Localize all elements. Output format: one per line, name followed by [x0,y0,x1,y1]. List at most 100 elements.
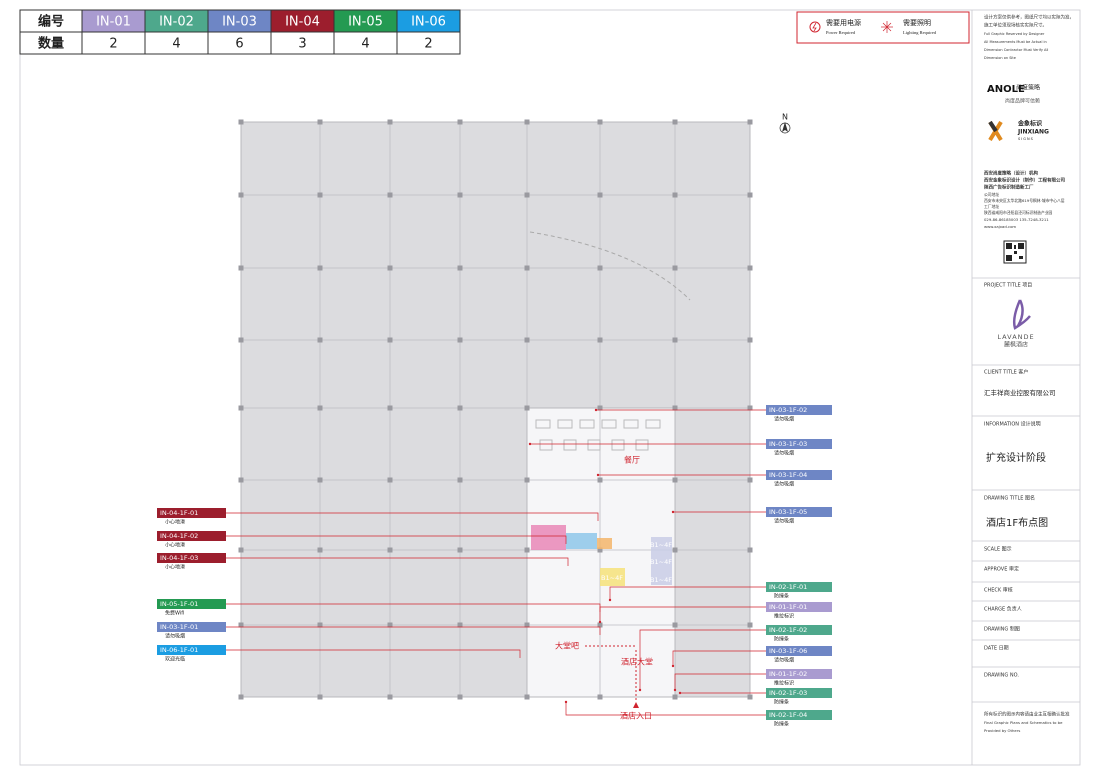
leader-dot [671,664,675,668]
column [672,405,678,411]
leader-line [226,626,601,635]
address: 工厂地址 [984,204,999,209]
column [238,477,244,483]
callout-label: 防撞条 [774,593,789,600]
project-logo: LAVANDE [997,333,1034,341]
column [387,192,393,198]
column [457,265,463,271]
field-label: CLIENT TITLE 客户 [984,369,1028,376]
column [524,477,530,483]
column [524,119,530,125]
count: 6 [235,37,243,52]
project-logo-mark [1012,299,1031,330]
logo1-slogan: 尚度品牌可信赖 [1005,98,1040,105]
note-en: Full Graphic Reserved by Designer [984,32,1045,36]
callout-code: IN-03-1F-01 [160,623,198,631]
leader-dot [638,688,642,692]
callout-label: 请勿吸烟 [774,450,794,457]
callout-label: 请勿吸烟 [774,481,794,488]
count: 2 [424,37,432,52]
column [672,265,678,271]
callout-label: 请勿吸烟 [774,518,794,525]
leader-dot [671,510,675,514]
note-zh: 施工单位须现场核实实际尺寸。 [984,22,1047,29]
title-block: 设计方案仅供参考，图纸尺寸均以实际为准， 施工单位须现场核实实际尺寸。 Full… [972,14,1080,733]
north-label: N [782,113,788,122]
table-furniture [563,439,577,451]
column [524,337,530,343]
lighting-icon [881,21,893,33]
callout-box [157,599,226,609]
power-bolt [812,22,817,32]
table-furniture [623,419,639,429]
callout-code: IN-03-1F-03 [769,440,807,448]
column [747,405,753,411]
power-zh: 需要用电源 [826,18,861,27]
callout-label: 防撞条 [774,699,789,706]
callout-code: IN-05-1F-01 [160,600,198,608]
column [317,192,323,198]
lighting-zh: 需要照明 [903,19,931,27]
address: www.xajxad.com [984,224,1016,229]
callout-box [157,508,226,518]
callout-label: 请勿吸烟 [165,633,185,640]
column [597,547,603,553]
callout-box [157,622,226,632]
callout-code: IN-01-1F-02 [769,670,807,678]
column [672,547,678,553]
entrance-arrow [633,702,639,708]
callout-label: 小心地滑 [165,542,185,549]
callout-box [766,688,832,698]
column [457,405,463,411]
address: 西安市未央区太华北路619号枫林·城市中心八层 [984,198,1065,203]
column [597,477,603,483]
column [387,622,393,628]
callout-box [157,645,226,655]
callout-code: IN-03-1F-06 [769,647,807,655]
address: 029-86-86185003 135-7248-3211 [984,217,1049,222]
room-label: 酒店入口 [620,711,652,721]
callout-code: IN-04-1F-03 [160,554,198,562]
column [238,547,244,553]
north-arrow: N [779,113,791,134]
address: 陕西省咸阳市泾阳县泾河标识制造产业园 [984,210,1053,215]
footer: 所有标识的图示内容请由业主互相确认批准 [984,711,1070,718]
note-en: Dimension on Site [984,56,1016,60]
column [238,265,244,271]
room-fill [531,525,566,550]
leader-dot [608,598,612,602]
callout-label: 请勿吸烟 [774,657,794,664]
logo1-zh: 尚度策略 [1016,84,1040,92]
callout-code: IN-03-1F-05 [769,508,807,516]
callout-label: 小心地滑 [165,564,185,571]
callout-code: IN-04-1F-02 [160,532,198,540]
field-label: CHARGE 负责人 [984,606,1022,613]
column [524,405,530,411]
callout-code: IN-02-1F-03 [769,689,807,697]
room-fill [597,538,612,549]
callout-box [766,405,832,415]
leader-dot [596,473,600,477]
callout-code: IN-02-1F-02 [769,626,807,634]
signoff-fields: SCALE 图示 APPROVE 审定 CHECK 审核 CHARGE 负责人 DRAW… [972,540,1080,679]
callout-label: 推拉标识 [774,680,794,687]
company: 西安尚度策略（设计）机构 [984,170,1038,177]
callout-label: 欢迎光临 [165,656,185,663]
callout-code: IN-04-1F-01 [160,509,198,517]
column [238,694,244,700]
stage: 扩充设计阶段 [986,451,1046,464]
footer: Provided by Others [984,728,1020,733]
column [317,337,323,343]
callout-label: 免费Wifi [165,610,184,617]
count-label: 数量 [38,36,64,52]
column [457,192,463,198]
room-label: 大堂吧 [555,641,579,651]
callout-label: 推拉标识 [774,613,794,620]
column [317,694,323,700]
leader-line [599,606,766,622]
leader-dot [528,442,532,446]
column [597,265,603,271]
callout-box [157,531,226,541]
column [238,192,244,198]
